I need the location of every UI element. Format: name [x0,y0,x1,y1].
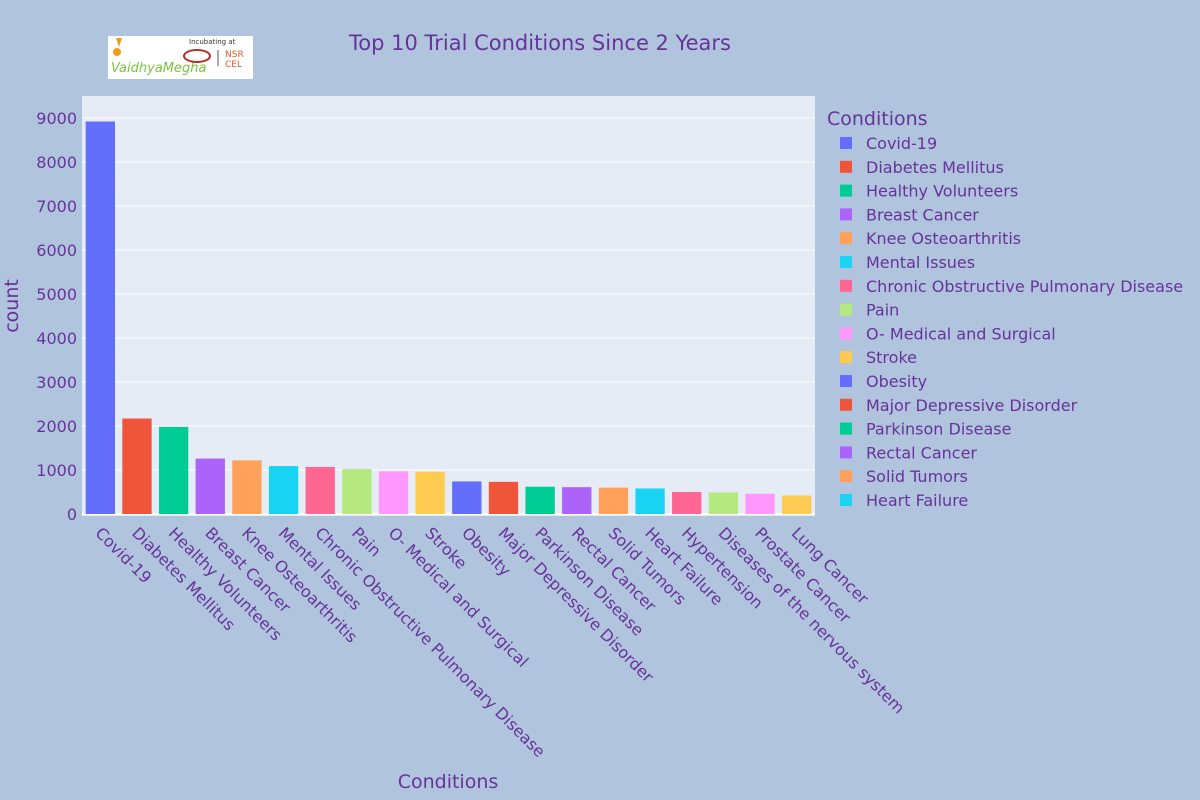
y-axis: 0 1000 2000 3000 4000 5000 6000 7000 8000 9000 [36,109,77,524]
bar [525,486,555,514]
legend-item: Diabetes Mellitus [866,158,1004,177]
logo-incubating-label: Incubating at [189,38,236,46]
legend-swatch [840,208,852,221]
bar [268,466,299,514]
bar [158,426,189,514]
legend-swatch [840,256,852,268]
legend-swatch [840,303,852,316]
y-tick-label: 5000 [36,285,77,304]
bar [562,487,592,514]
bar [635,488,665,514]
bar [85,121,115,515]
legend-item: Chronic Obstructive Pulmonary Disease [866,277,1183,296]
legend-swatch [840,160,852,173]
legend-item: Parkinson Disease [866,420,1011,439]
legend-item: Obesity [866,372,927,391]
y-tick-label: 0 [67,505,77,524]
y-tick-label: 6000 [36,241,77,260]
legend-swatch [840,470,852,483]
bar [488,481,519,514]
legend-swatch [840,137,852,149]
legend-swatch [840,494,852,506]
legend-swatch [840,184,852,197]
bar [342,469,372,514]
y-tick-label: 7000 [36,197,77,216]
bar [782,495,812,514]
bar [452,481,482,514]
legend-title: Conditions [827,108,928,130]
legend-item: O- Medical and Surgical [866,324,1056,343]
y-tick-label: 4000 [36,329,77,348]
legend-item: Solid Tumors [866,467,968,486]
legend-swatch [840,327,852,340]
bar [672,492,702,514]
y-axis-title: count [1,279,23,333]
legend-swatch [840,398,852,411]
legend-item: Pain [866,301,899,320]
bar [598,487,629,514]
bar [305,466,335,514]
y-tick-label: 8000 [36,153,77,172]
logo: VaidhyaMegha Incubating at NSR CEL [108,36,253,79]
bar [415,471,445,514]
bar [122,418,152,514]
legend-swatch [840,279,852,292]
legend-swatch [840,446,852,459]
legend-item: Covid-19 [866,134,937,153]
legend-swatch [840,351,852,364]
legend-item: Stroke [866,348,917,367]
x-axis-title: Conditions [398,771,499,793]
bar [232,460,262,514]
bar [745,493,775,514]
bar [708,492,739,514]
y-tick-label: 9000 [36,109,77,128]
bar [195,458,225,514]
legend-swatch [840,375,852,387]
y-tick-label: 2000 [36,417,77,436]
logo-leaf-icon [116,38,122,47]
logo-background [108,36,253,79]
legend-swatch [840,422,852,435]
chart-title: Top 10 Trial Conditions Since 2 Years [348,31,731,55]
logo-brand: VaidhyaMegha [111,61,206,76]
legend-item: Rectal Cancer [866,443,977,462]
y-tick-label: 1000 [36,461,77,480]
logo-partner-top: NSR [225,50,244,60]
legend-item: Mental Issues [866,253,975,272]
legend-item: Heart Failure [866,491,968,510]
legend: Conditions Covid-19 Diabetes Mellitus Heal… [827,108,1183,510]
legend-item: Healthy Volunteers [866,182,1018,201]
plot-area [82,96,815,516]
legend-item: Breast Cancer [866,205,979,224]
logo-person-icon [113,48,121,56]
partner-emblem-icon [183,49,211,63]
logo-partner-bottom: CEL [225,60,242,70]
bar [378,471,409,514]
legend-swatch [840,232,852,245]
bars [85,121,812,515]
legend-item: Major Depressive Disorder [866,396,1078,415]
y-tick-label: 3000 [36,373,77,392]
legend-item: Knee Osteoarthritis [866,229,1021,248]
